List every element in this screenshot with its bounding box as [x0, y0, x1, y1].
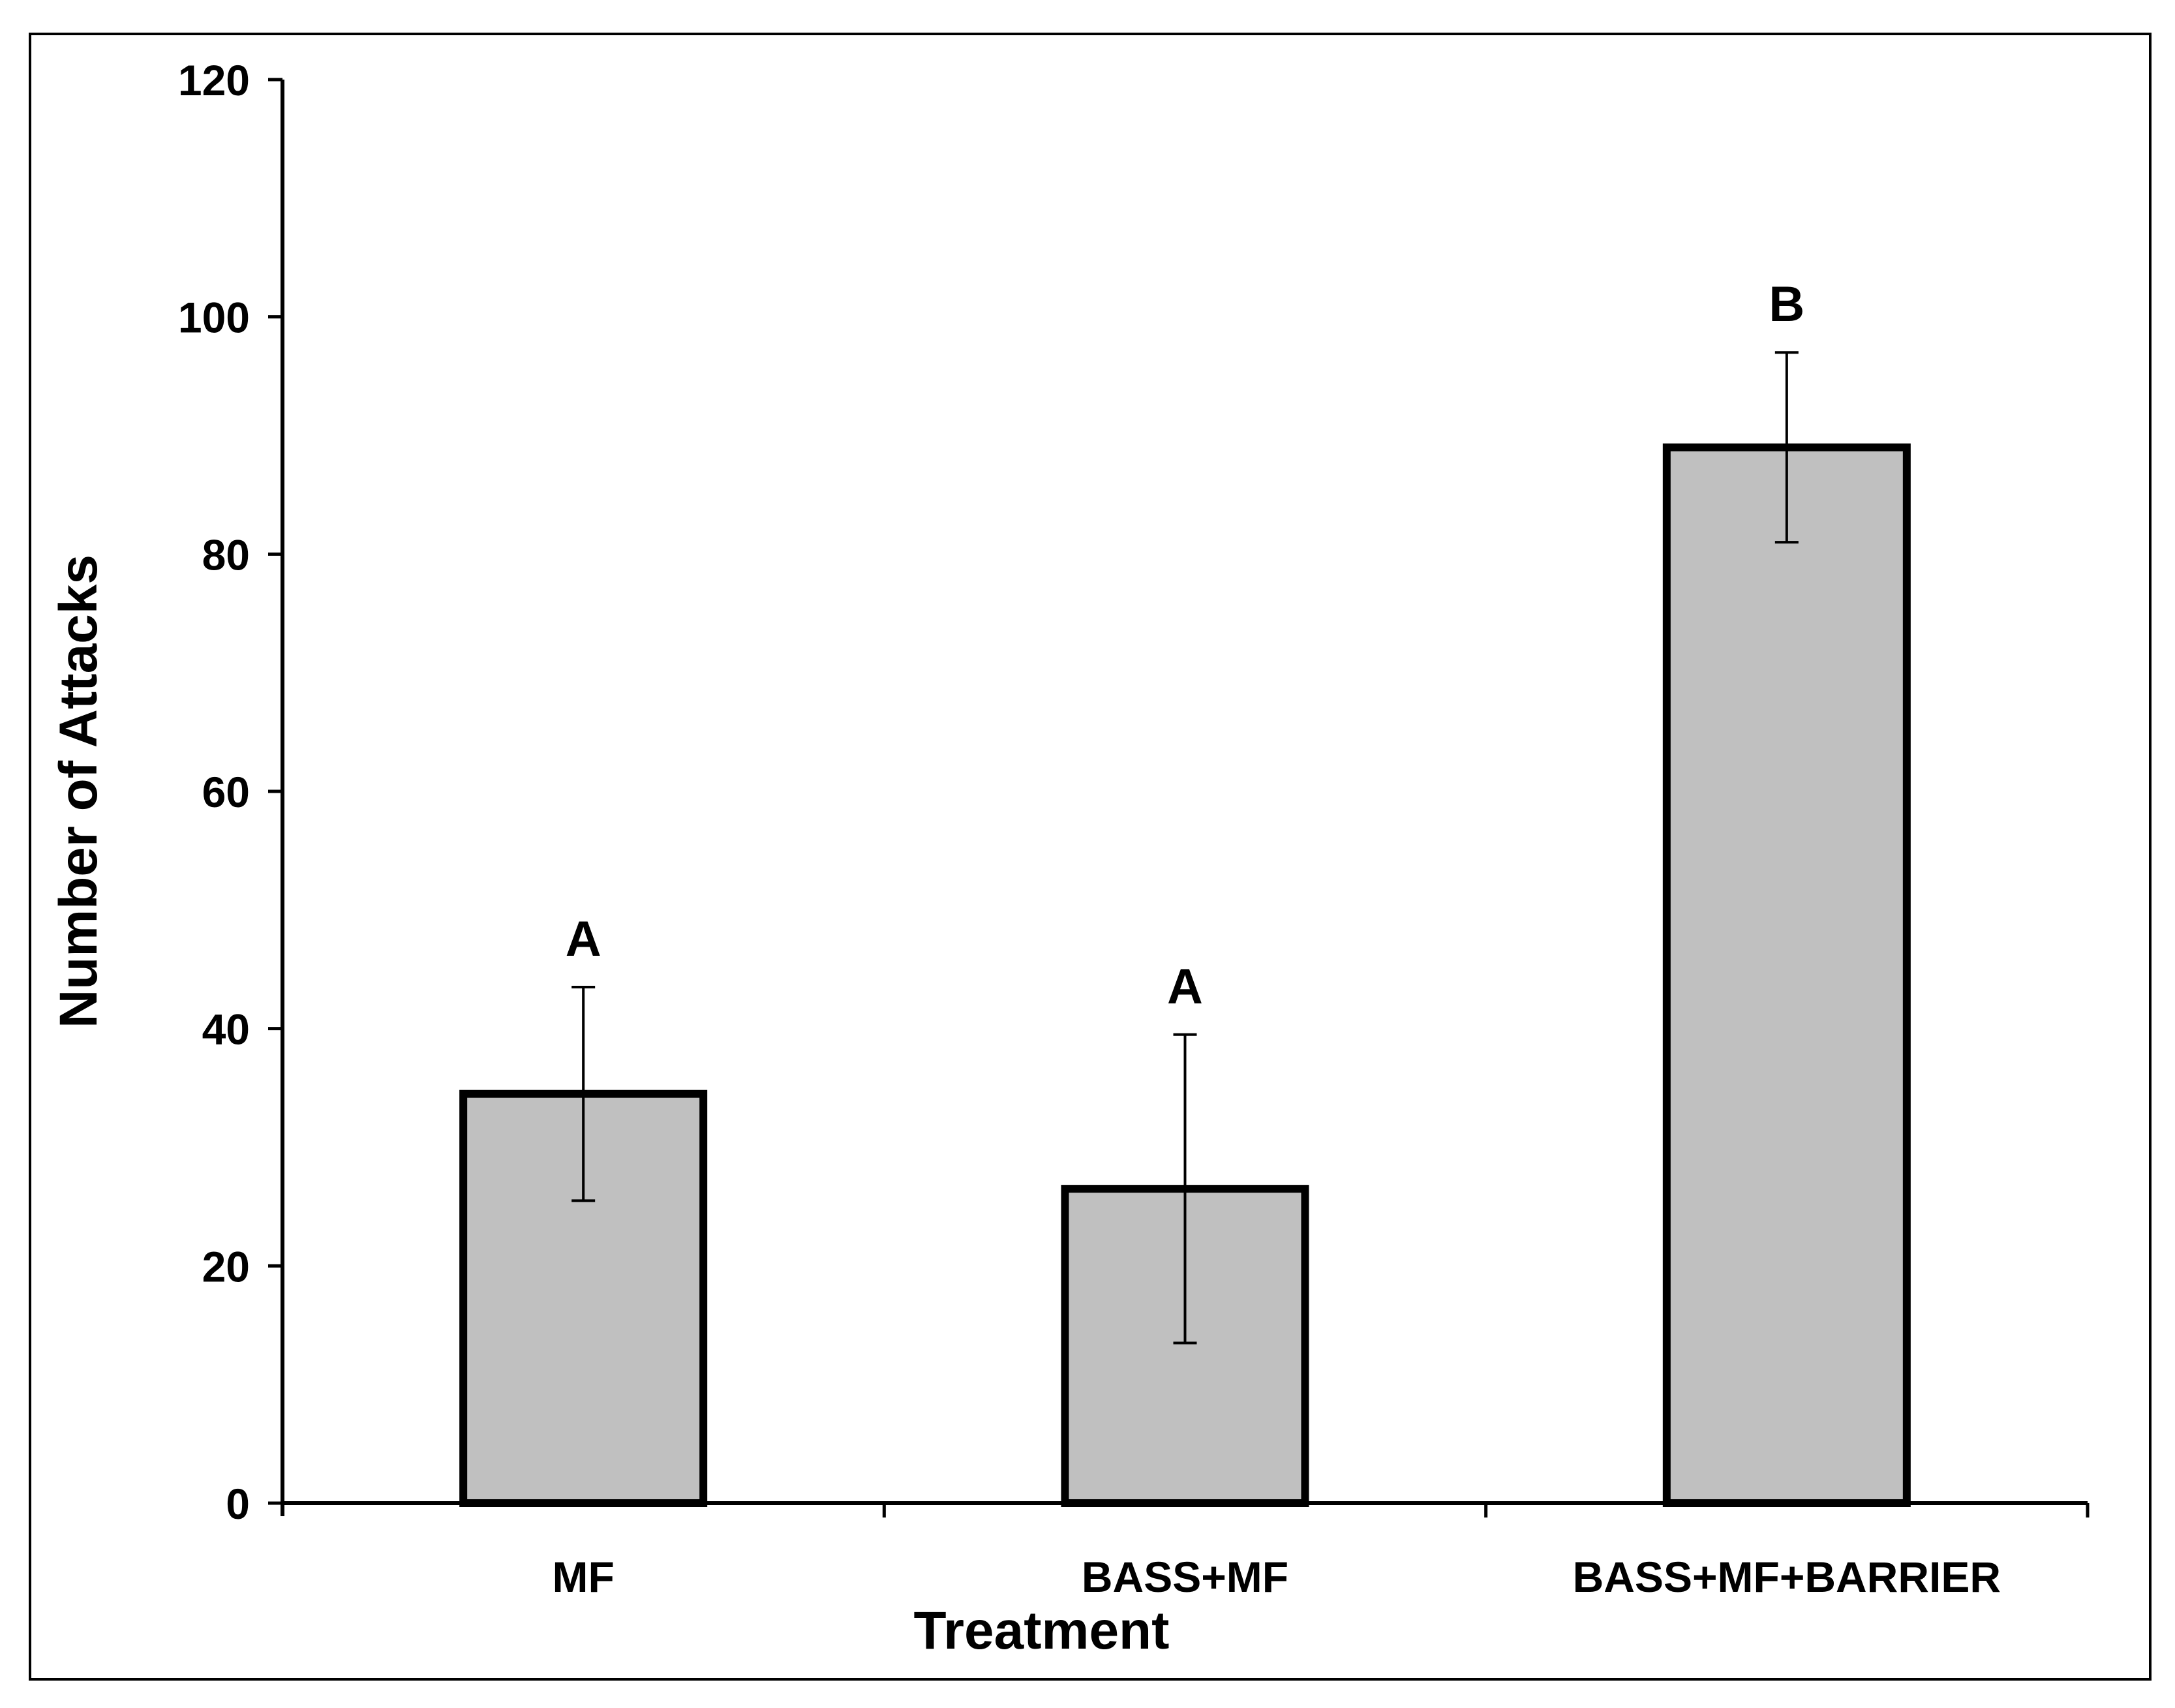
- y-tick-label-2: 40: [202, 1005, 250, 1054]
- x-tick-label-3: BASS+MF+BARRIER: [1573, 1553, 2001, 1601]
- y-tick-label-6: 120: [178, 56, 250, 104]
- bar-3: [1662, 443, 1911, 1507]
- x-axis-title: Treatment: [914, 1601, 1170, 1660]
- y-tick-label-4: 80: [202, 530, 250, 579]
- y-tick-label-5: 100: [178, 294, 250, 342]
- significance-letter-3: B: [1769, 277, 1804, 332]
- x-tick-label-1: MF: [553, 1553, 615, 1601]
- axes-group: [268, 78, 2090, 1517]
- error-bar-group: [571, 351, 1799, 1345]
- y-tick-label-0: 0: [226, 1480, 250, 1528]
- y-axis-title: Number of Attacks: [49, 555, 108, 1028]
- x-tick-label-2: BASS+MF: [1082, 1553, 1288, 1601]
- text-group: A MF A BASS+MF B BASS+MF+BARRIER 0 20 40 60 80 100 1…: [49, 56, 2001, 1660]
- outer-border: [29, 33, 2152, 1681]
- significance-letter-2: A: [1167, 959, 1203, 1014]
- significance-letter-1: A: [566, 911, 601, 967]
- y-tick-label-3: 60: [202, 768, 250, 816]
- y-tick-label-1: 20: [202, 1242, 250, 1290]
